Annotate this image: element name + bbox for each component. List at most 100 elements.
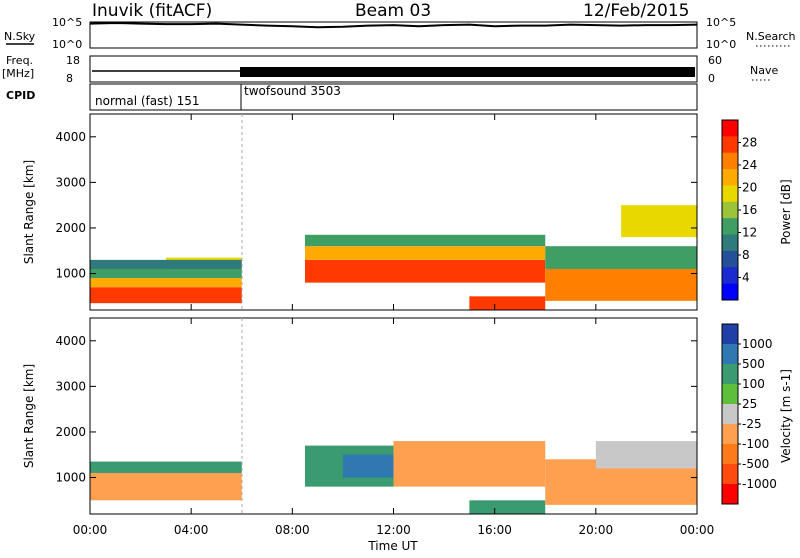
colorbar-tick-label: 100: [742, 377, 765, 391]
date-title: 12/Feb/2015: [583, 1, 689, 21]
power-cell: [545, 268, 697, 301]
x-tick-label: 12:00: [376, 523, 411, 537]
colorbar-tick-label: -25: [742, 417, 762, 431]
x-tick-label: 20:00: [579, 523, 614, 537]
velocity-cell: [342, 454, 394, 478]
cpid-program-1: normal (fast) 151: [95, 94, 199, 108]
time-axis: 00:00 04:00 08:00 12:00 16:00 20:00 00:00: [73, 114, 715, 537]
colorbar-tick-label: 500: [742, 357, 765, 371]
y-tick-label: 2000: [55, 425, 86, 439]
power-panel: 1000 2000 3000 4000 Slant Range [km] 28 24 20…: [22, 113, 793, 311]
colorbar-tick-label: -100: [742, 437, 769, 451]
power-cell: [90, 278, 242, 288]
cpid-panel: CPID normal (fast) 151 twofsound 3503: [6, 83, 698, 111]
noise-search-label: N.Search: [746, 30, 796, 43]
colorbar-segment: [722, 250, 738, 268]
x-axis-label: Time UT: [367, 539, 418, 553]
colorbar-segment: [722, 484, 738, 505]
colorbar-tick-label: 16: [742, 203, 757, 217]
x-tick-label: 00:00: [680, 523, 715, 537]
velocity-colorbar: 1000 500 100 25 -25 -100 -500 -1000: [721, 323, 777, 505]
colorbar-tick-label: -1000: [742, 477, 777, 491]
y-tick-label: 4000: [55, 334, 86, 348]
y-tick-label: 4000: [55, 130, 86, 144]
power-ylabel: Slant Range [km]: [22, 160, 36, 264]
colorbar-tick-label: 8: [742, 248, 750, 262]
colorbar-segment: [722, 218, 738, 236]
power-colorbar: 28 24 20 16 12 8 4: [721, 119, 757, 301]
colorbar-frame: [721, 323, 739, 505]
freq-tick-top: 18: [66, 54, 80, 67]
noise-tick-right-top: 10^5: [706, 16, 736, 29]
power-cell: [90, 259, 242, 269]
velocity-cell: [393, 441, 546, 487]
y-tick-label: 2000: [55, 221, 86, 235]
colorbar-segment: [722, 464, 738, 485]
colorbar-segment: [722, 152, 738, 170]
velocity-colorbar-label: Velocity [m s-1]: [779, 369, 793, 463]
x-tick-label: 16:00: [477, 523, 512, 537]
colorbar-tick-label: 24: [742, 158, 757, 172]
colorbar-segment: [722, 120, 738, 137]
power-colorbar-label: Power [dB]: [779, 179, 793, 244]
power-cell: [304, 259, 546, 283]
noise-sky-line: [89, 21, 698, 29]
velocity-panel: 1000 2000 3000 4000 Slant Range [km] 1000 50…: [22, 317, 793, 515]
freq-label-line1: Freq.: [6, 54, 33, 67]
nave-tick-top: 60: [708, 54, 722, 67]
colorbar-segment: [722, 234, 738, 252]
power-cell: [304, 234, 546, 247]
power-cell: [545, 246, 697, 269]
power-cell: [469, 296, 546, 310]
freq-panel: Freq. [MHz] 18 8 60 0 Nave: [2, 54, 778, 85]
colorbar-segment: [722, 424, 738, 445]
colorbar-tick-label: 28: [742, 136, 757, 150]
beam-title: Beam 03: [355, 1, 431, 21]
colorbar-segment: [722, 364, 738, 385]
colorbar-segment: [722, 384, 738, 405]
x-tick-label: 08:00: [275, 523, 310, 537]
cpid-label: CPID: [6, 89, 35, 102]
velocity-y-axis: 1000 2000 3000 4000: [55, 334, 697, 485]
power-heatmap: [90, 205, 697, 310]
colorbar-segment: [722, 267, 738, 285]
colorbar-segment: [722, 201, 738, 219]
power-cell: [304, 246, 546, 260]
colorbar-segment: [722, 283, 738, 301]
power-cell: [621, 205, 697, 238]
nave-tick-bottom: 0: [708, 72, 715, 85]
velocity-heatmap: [90, 441, 697, 514]
y-tick-label: 3000: [55, 379, 86, 393]
colorbar-tick-label: 4: [742, 271, 750, 285]
station-title: Inuvik (fitACF): [92, 1, 212, 21]
power-cell: [90, 268, 242, 279]
power-cell: [90, 287, 242, 304]
noise-tick-left-bottom: 10^0: [52, 38, 82, 51]
y-tick-label: 1000: [55, 471, 86, 485]
freq-band-dense: [240, 67, 695, 77]
y-tick-label: 3000: [55, 175, 86, 189]
colorbar-segment: [722, 169, 738, 186]
noise-tick-right-bottom: 10^0: [706, 38, 736, 51]
cpid-program-2: twofsound 3503: [244, 84, 341, 98]
colorbar-tick-label: -500: [742, 457, 769, 471]
velocity-cell: [90, 472, 242, 501]
y-tick-label: 1000: [55, 267, 86, 281]
velocity-cell: [469, 500, 546, 514]
colorbar-segment: [722, 136, 738, 154]
noise-sky-label: N.Sky: [4, 30, 36, 43]
power-y-axis: 1000 2000 3000 4000: [55, 130, 697, 281]
nave-label: Nave: [750, 64, 778, 77]
freq-tick-bottom: 8: [66, 72, 73, 85]
colorbar-tick-label: 20: [742, 181, 757, 195]
colorbar-segment: [722, 444, 738, 465]
velocity-ylabel: Slant Range [km]: [22, 364, 36, 468]
colorbar-tick-label: 1000: [742, 337, 773, 351]
x-tick-label: 04:00: [174, 523, 209, 537]
velocity-cell: [90, 461, 242, 473]
noise-panel: N.Sky 10^5 10^0 10^5 10^0 N.Search: [4, 16, 796, 51]
x-tick-label: 00:00: [73, 523, 108, 537]
freq-label-line2: [MHz]: [2, 67, 34, 80]
colorbar-segment: [722, 344, 738, 365]
